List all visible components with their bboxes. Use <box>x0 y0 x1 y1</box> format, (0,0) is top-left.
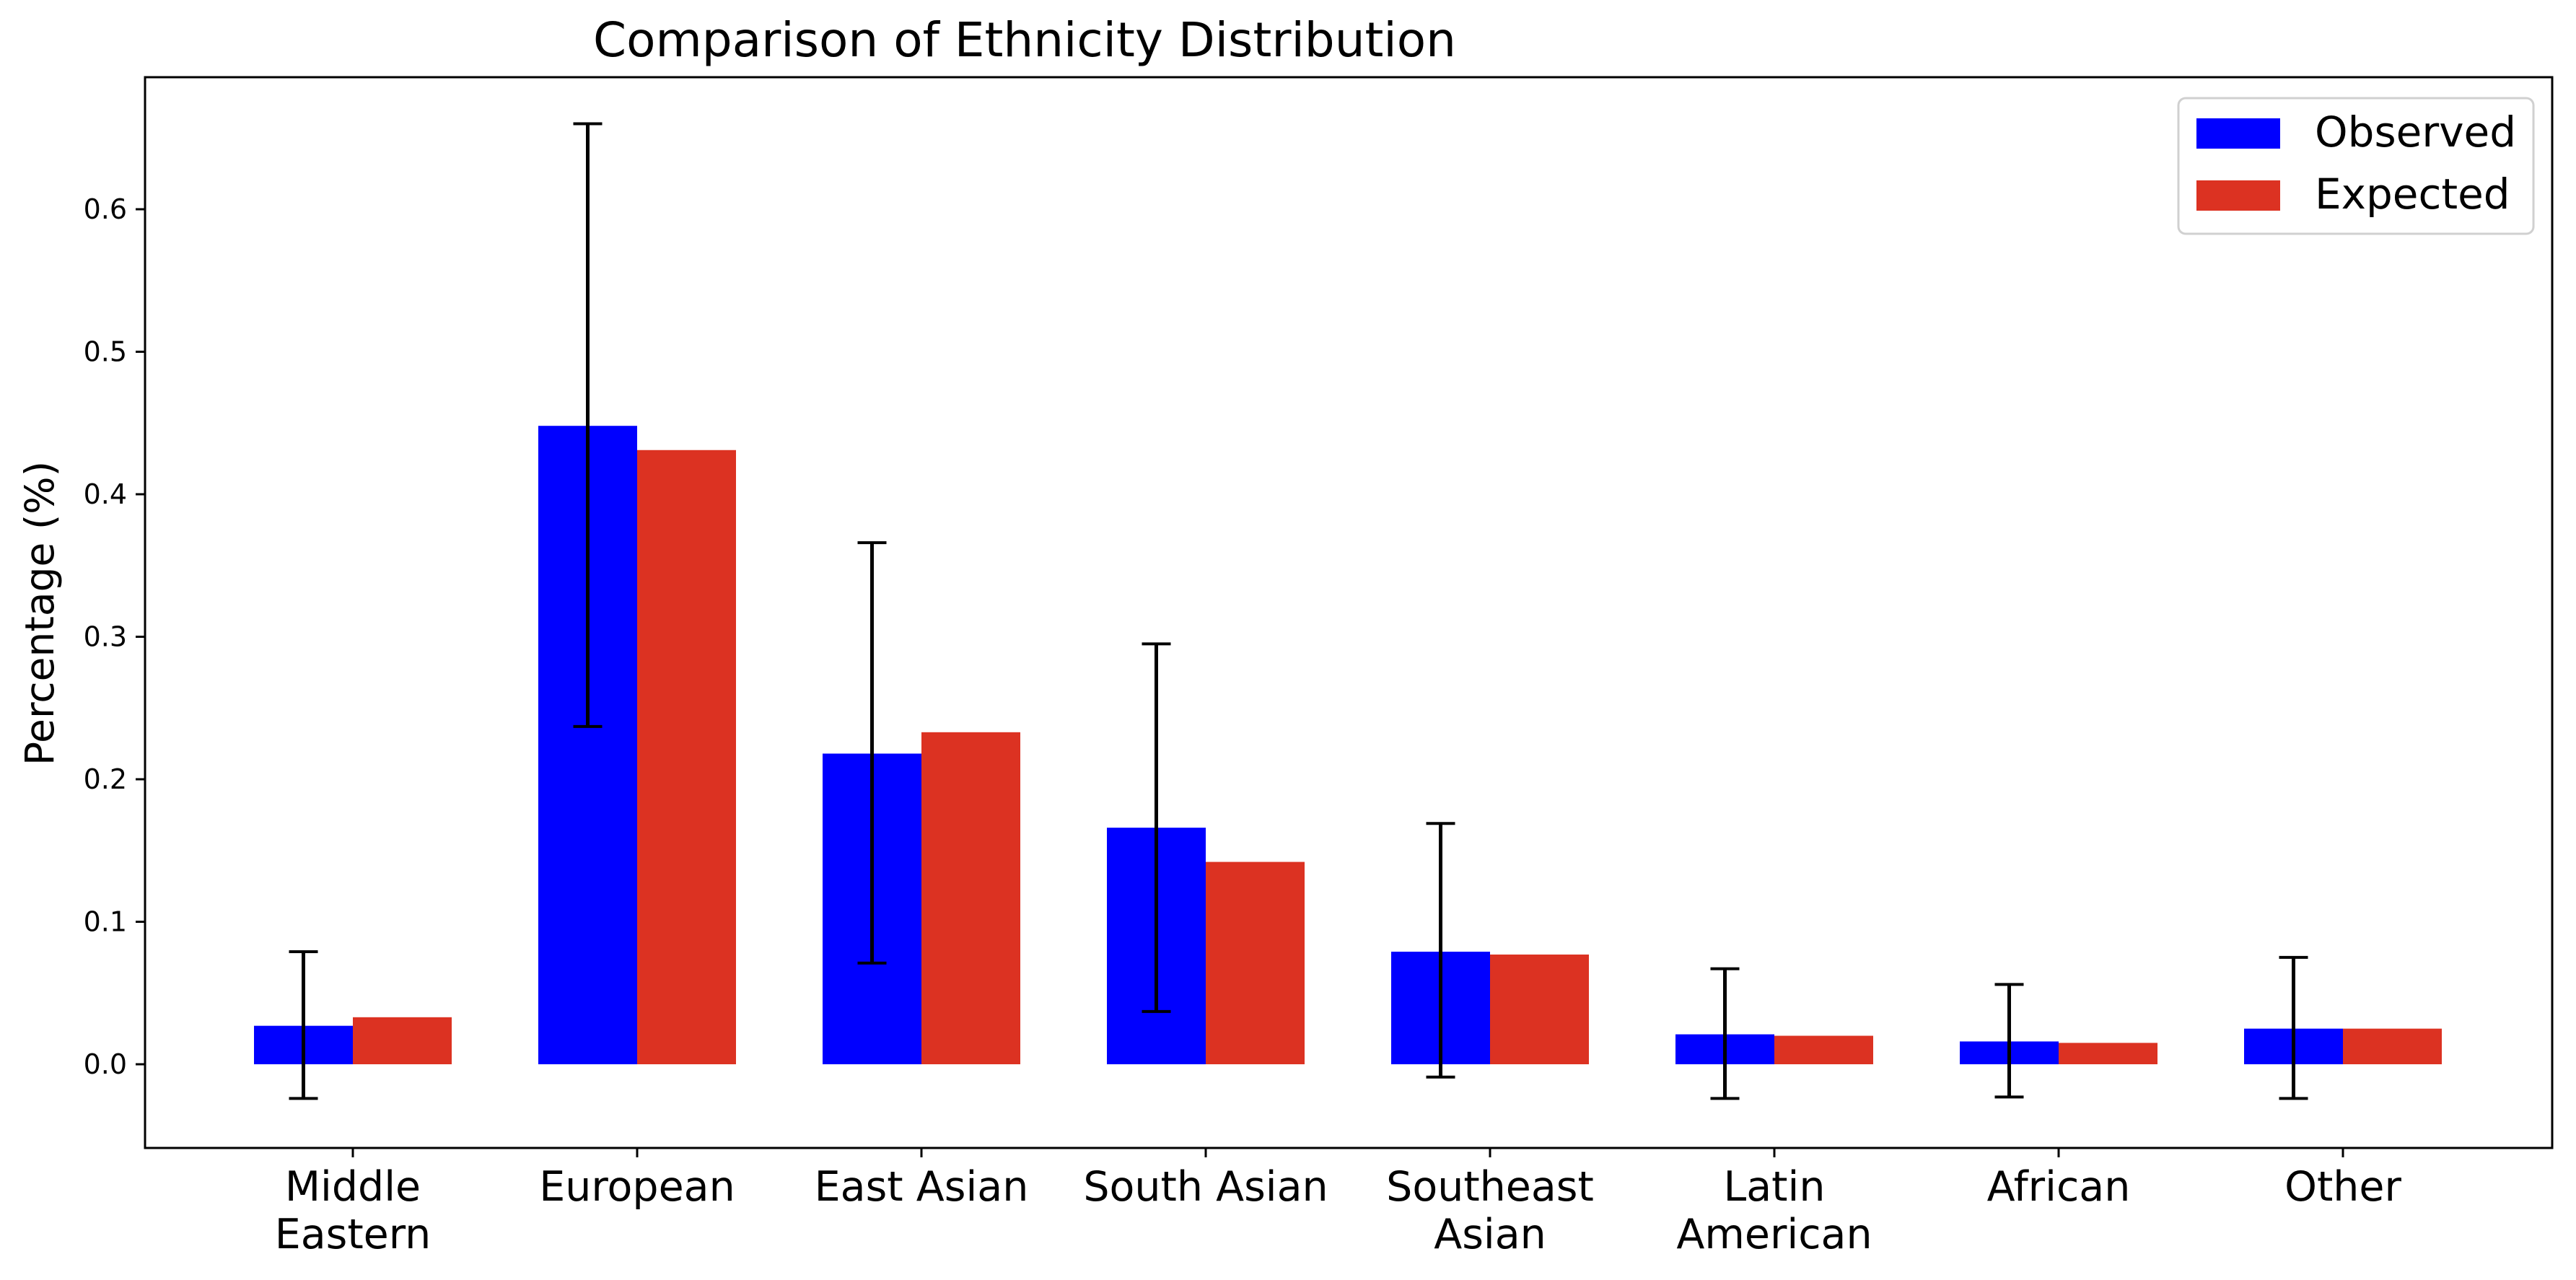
y-tick-label: 0.0 <box>84 1048 127 1080</box>
x-tick-label: Southeast <box>1386 1163 1594 1211</box>
y-tick-label: 0.1 <box>84 906 127 938</box>
y-tick-label: 0.5 <box>84 336 127 368</box>
bar-expected <box>2059 1043 2157 1064</box>
y-tick-label: 0.4 <box>84 478 127 510</box>
bar-expected <box>353 1017 452 1064</box>
bar-expected <box>1206 862 1305 1064</box>
x-tick-label: Asian <box>1434 1211 1546 1258</box>
bar-expected <box>1774 1035 1873 1064</box>
legend-swatch-expected <box>2196 180 2280 211</box>
x-tick-label: Middle <box>285 1163 421 1211</box>
y-tick-label: 0.2 <box>84 763 127 795</box>
legend: Observed Expected <box>2177 97 2535 235</box>
legend-label-observed: Observed <box>2315 108 2516 157</box>
x-tick-label: European <box>539 1163 735 1211</box>
bar-expected <box>2343 1028 2442 1064</box>
x-tick-label: Other <box>2284 1163 2401 1211</box>
x-tick-label: American <box>1676 1211 1872 1258</box>
y-tick-label: 0.3 <box>84 621 127 653</box>
bar-expected <box>637 450 736 1064</box>
chart-title: Comparison of Ethnicity Distribution <box>593 12 1456 68</box>
bar-expected <box>921 732 1020 1064</box>
y-axis-label: Percentage (%) <box>17 461 63 766</box>
x-tick-label: South Asian <box>1083 1163 1328 1211</box>
x-tick-label: African <box>1987 1163 2131 1211</box>
legend-swatch-observed <box>2196 118 2280 149</box>
bar-expected <box>1490 954 1589 1064</box>
legend-label-expected: Expected <box>2315 170 2510 219</box>
plot-frame <box>144 76 2554 1149</box>
x-tick-label: Eastern <box>275 1211 431 1258</box>
y-tick-label: 0.6 <box>84 193 127 225</box>
x-tick-label: Latin <box>1724 1163 1826 1211</box>
x-tick-label: East Asian <box>815 1163 1029 1211</box>
